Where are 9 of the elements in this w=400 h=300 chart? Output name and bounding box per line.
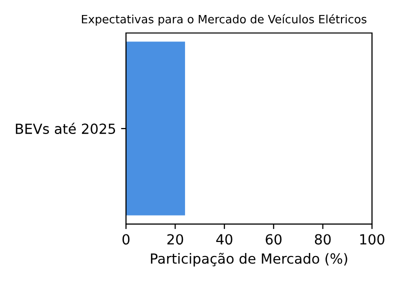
x-tick-label: 20 (167, 234, 184, 245)
chart-title: Expectativas para o Mercado de Veículos Elétricos (82, 14, 366, 26)
x-tick-label: 60 (266, 234, 282, 245)
x-tick-label: 40 (216, 234, 232, 245)
x-tick-label: 80 (314, 234, 331, 245)
x-tick-label: 0 (122, 234, 130, 245)
x-axis-title: Participação de Mercado (%) (150, 252, 348, 266)
x-tick-label: 100 (360, 234, 384, 245)
y-tick-label: BEVs até 2025 (16, 122, 116, 134)
